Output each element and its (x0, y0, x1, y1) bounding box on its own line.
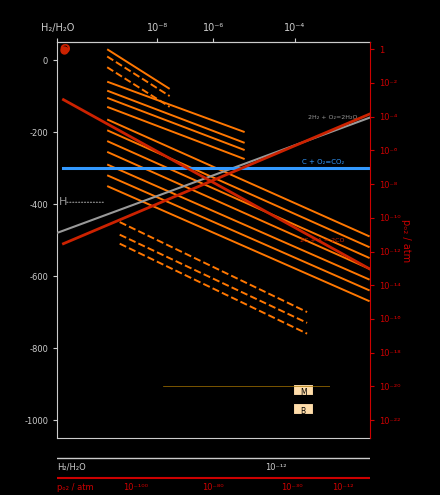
Text: 2C + A = 2CO: 2C + A = 2CO (300, 238, 345, 243)
Text: Melting point: Melting point (168, 388, 219, 397)
Text: 10⁻³⁰: 10⁻³⁰ (281, 483, 302, 492)
Text: M: M (300, 388, 307, 397)
Text: Metal: Metal (267, 369, 288, 378)
Text: B: B (301, 406, 306, 415)
Text: Oxide: Oxide (305, 369, 327, 378)
Text: 10⁻¹⁰⁰: 10⁻¹⁰⁰ (123, 483, 148, 492)
Text: Change of state: Change of state (168, 369, 228, 378)
Text: H₂/H₂O: H₂/H₂O (57, 463, 86, 472)
Text: 2H₂ + O₂=2H₂O: 2H₂ + O₂=2H₂O (308, 115, 357, 120)
Text: O: O (59, 44, 70, 56)
FancyBboxPatch shape (293, 384, 313, 396)
Y-axis label: pₒ₂ / atm: pₒ₂ / atm (401, 218, 411, 262)
Text: C + O₂=CO₂: C + O₂=CO₂ (302, 159, 345, 165)
Text: M: M (273, 388, 280, 397)
Text: H: H (59, 198, 67, 207)
Text: 10⁻¹²: 10⁻¹² (333, 483, 354, 492)
Text: pₒ₂ / atm: pₒ₂ / atm (57, 483, 94, 492)
Text: 10⁻⁸⁰: 10⁻⁸⁰ (202, 483, 224, 492)
Text: B: B (274, 406, 279, 415)
FancyBboxPatch shape (293, 403, 313, 414)
Text: Boiling point: Boiling point (168, 406, 216, 415)
Text: 10⁻¹²: 10⁻¹² (265, 463, 286, 472)
